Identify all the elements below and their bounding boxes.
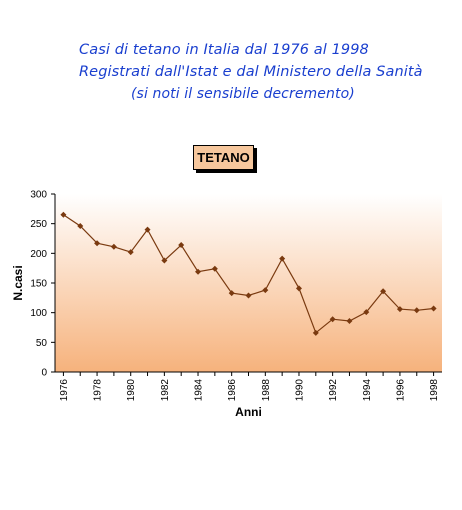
- x-tick-label: 1982: [160, 379, 171, 402]
- y-tick-label: 0: [41, 368, 47, 379]
- x-tick-label: 1998: [429, 379, 440, 402]
- x-tick-label: 1980: [126, 379, 137, 402]
- x-tick-label: 1994: [362, 379, 373, 402]
- data-point: [161, 257, 168, 264]
- data-point: [380, 288, 387, 295]
- y-tick-label: 100: [30, 308, 47, 319]
- y-tick-label: 200: [30, 249, 47, 260]
- data-point: [211, 265, 218, 272]
- data-point: [178, 242, 185, 249]
- x-tick-label: 1990: [294, 379, 305, 402]
- data-point: [346, 317, 353, 324]
- x-tick-label: 1996: [395, 379, 406, 402]
- y-axis-label: N.casi: [11, 265, 25, 300]
- y-tick-label: 300: [30, 190, 47, 201]
- data-point: [245, 292, 252, 299]
- x-tick-label: 1984: [194, 379, 205, 402]
- x-tick-label: 1986: [227, 379, 238, 402]
- data-point: [312, 329, 319, 336]
- y-tick-label: 50: [36, 338, 48, 349]
- data-point: [60, 211, 67, 218]
- data-point: [279, 255, 286, 262]
- data-point: [127, 249, 134, 256]
- chart-title: TETANO: [197, 150, 250, 165]
- chart-header-line-1: Casi di tetano in Italia dal 1976 al 199…: [79, 42, 369, 58]
- chart-title-box: TETANO: [193, 145, 254, 170]
- data-point: [262, 287, 269, 294]
- plot-area: [55, 194, 442, 372]
- data-point: [77, 223, 84, 230]
- x-axis-label: Anni: [235, 405, 262, 419]
- y-tick-label: 250: [30, 219, 47, 230]
- y-tick-label: 150: [30, 279, 47, 290]
- data-point: [110, 243, 117, 250]
- data-point: [430, 305, 437, 312]
- chart-header-line-3: (si noti il sensibile decremento): [131, 86, 355, 102]
- data-point: [228, 290, 235, 297]
- data-point: [94, 240, 101, 247]
- x-tick-label: 1988: [261, 379, 272, 402]
- data-point: [195, 268, 202, 275]
- chart-header-line-2: Registrati dall'Istat e dal Ministero de…: [79, 64, 423, 80]
- x-tick-label: 1976: [59, 379, 70, 402]
- data-point: [329, 316, 336, 323]
- data-point: [144, 226, 151, 233]
- data-point: [396, 306, 403, 313]
- x-tick-label: 1978: [93, 379, 104, 402]
- data-point: [295, 285, 302, 292]
- data-point: [413, 307, 420, 314]
- x-tick-label: 1992: [328, 379, 339, 402]
- data-point: [363, 309, 370, 316]
